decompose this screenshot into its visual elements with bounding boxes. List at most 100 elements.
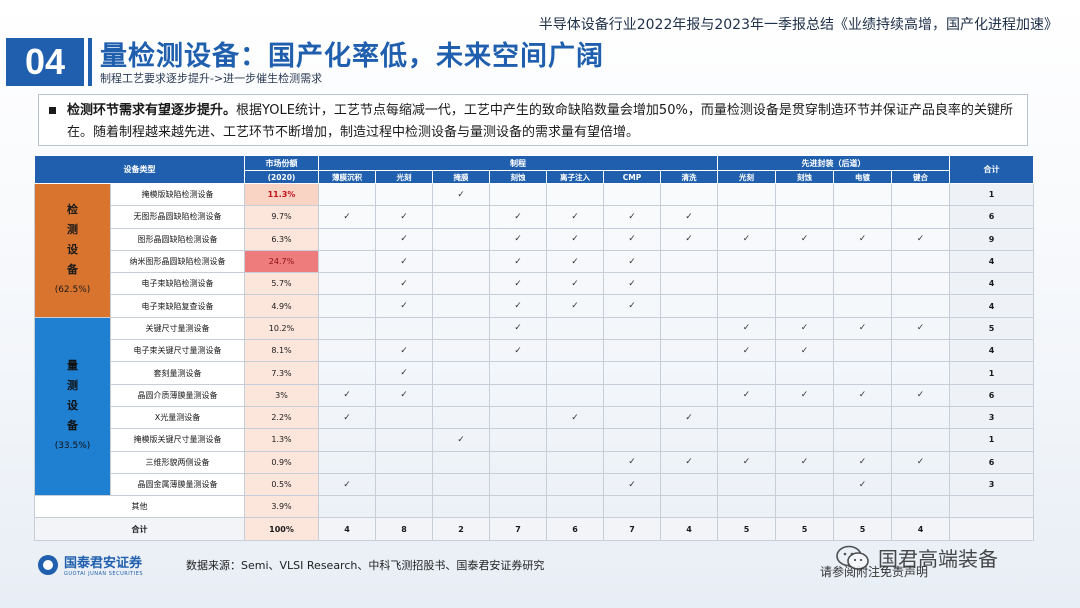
check-mark-icon: ✓ [916,390,925,401]
column-sum: 5 [833,517,893,541]
matrix-cell: ✓ [717,227,777,251]
group-label-char: 测 [67,379,78,393]
check-mark-icon: ✓ [858,390,867,401]
header-process-col: 光刻 [375,170,433,184]
header-packaging-col: 键合 [891,170,951,184]
matrix-cell: ✓ [375,205,433,229]
page-subtitle: 制程工艺要求逐步提升->进一步催生检测需求 [100,72,323,85]
other-label: 其他 [34,495,245,519]
matrix-cell [659,495,719,519]
check-mark-icon: ✓ [858,234,867,245]
matrix-cell [717,495,777,519]
matrix-cell [318,495,376,519]
sum-share: 100% [244,517,319,541]
matrix-cell [432,227,490,251]
check-mark-icon: ✓ [514,301,522,312]
market-share-cell: 2.2% [244,405,319,430]
matrix-cell: ✓ [603,472,661,497]
matrix-cell [432,495,490,519]
matrix-cell [489,182,547,207]
equipment-matrix-table: 设备类型 市场份额 制程 先进封装（后道） 合计 (2020) 薄膜沉积 光刻 掩膜… [34,155,1035,541]
matrix-cell: ✓ [603,249,661,274]
company-logo: 国泰君安证券 GUOTAI JUNAN SECURITIES [38,552,143,577]
matrix-cell [375,450,433,474]
matrix-cell: ✓ [717,339,777,363]
equipment-name: 电子束缺陷检测设备 [110,272,245,296]
matrix-cell: ✓ [891,227,951,251]
matrix-cell: ✓ [775,339,835,363]
matrix-cell [489,472,547,497]
matrix-cell [659,339,719,363]
matrix-cell [375,316,433,341]
market-share-cell: 0.5% [244,472,319,497]
matrix-cell [318,450,376,474]
matrix-cell [659,272,719,296]
matrix-cell [891,495,951,519]
row-total: 4 [949,272,1035,296]
bullet-square-icon [49,107,56,114]
matrix-cell [659,428,719,452]
header-packaging-col: 刻蚀 [775,170,835,184]
matrix-cell [489,428,547,452]
check-mark-icon: ✓ [628,278,636,289]
check-mark-icon: ✓ [685,457,693,468]
intro-box: 检测环节需求有望逐步提升。根据YOLE统计，工艺节点每缩减一代，工艺中产生的致命… [38,94,1028,146]
header-process-col: 薄膜沉积 [318,170,376,184]
matrix-cell [659,361,719,385]
check-mark-icon: ✓ [514,234,522,245]
matrix-cell [546,361,604,385]
matrix-cell: ✓ [375,383,433,407]
matrix-cell: ✓ [775,316,835,341]
row-total: 1 [949,428,1035,452]
matrix-cell: ✓ [659,450,719,474]
group-label-char: 设 [67,243,78,257]
matrix-cell [432,205,490,229]
matrix-cell: ✓ [546,227,604,251]
table-row: 图形晶圆缺陷检测设备 6.3% ✓ ✓ ✓ ✓ ✓ ✓ ✓ ✓ ✓ 9 [35,227,1035,251]
matrix-cell [775,249,835,274]
matrix-cell [375,495,433,519]
matrix-cell: ✓ [489,294,547,318]
matrix-cell: ✓ [717,383,777,407]
matrix-cell [891,249,951,274]
row-total: 6 [949,450,1035,474]
check-mark-icon: ✓ [400,234,408,245]
row-total: 5 [949,316,1035,341]
matrix-cell [432,405,490,430]
wechat-watermark: 国君高端装备 [836,543,998,572]
matrix-cell [489,361,547,385]
column-sum: 5 [775,517,835,541]
matrix-cell [489,383,547,407]
equipment-name: 无图形晶圆缺陷检测设备 [110,205,245,229]
check-mark-icon: ✓ [800,457,809,468]
check-mark-icon: ✓ [400,368,408,379]
matrix-cell: ✓ [775,227,835,251]
matrix-cell [833,249,893,274]
equipment-name: 关键尺寸量测设备 [110,316,245,341]
check-mark-icon: ✓ [858,479,867,490]
matrix-cell [717,249,777,274]
matrix-cell [546,182,604,207]
matrix-cell [546,495,604,519]
check-mark-icon: ✓ [571,278,579,289]
check-mark-icon: ✓ [858,323,867,334]
check-mark-icon: ✓ [628,211,636,222]
matrix-cell [603,428,661,452]
check-mark-icon: ✓ [457,189,465,200]
check-mark-icon: ✓ [742,345,751,356]
table-row: X光量测设备 2.2% ✓ ✓ ✓ 3 [35,405,1035,430]
matrix-cell [775,294,835,318]
header-packaging-group: 先进封装（后道） [717,155,951,171]
matrix-cell: ✓ [546,249,604,274]
column-sum: 4 [318,517,376,541]
matrix-cell [375,428,433,452]
equipment-name: 掩模版关键尺寸量测设备 [110,428,245,452]
table-row: 晶圆金属薄膜量测设备 0.5% ✓ ✓ ✓ 3 [35,472,1035,497]
matrix-cell [318,272,376,296]
matrix-cell: ✓ [489,339,547,363]
matrix-cell [603,361,661,385]
equipment-name: 电子束缺陷复查设备 [110,294,245,318]
matrix-cell [775,495,835,519]
table-row: 电子束缺陷检测设备 5.7% ✓ ✓ ✓ ✓ 4 [35,272,1035,296]
row-total: 4 [949,249,1035,274]
